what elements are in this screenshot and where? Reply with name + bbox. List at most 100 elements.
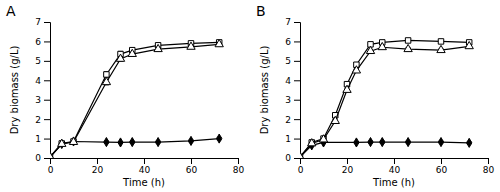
panel: 02040608001234567Time (h)Dry biomass (g/… bbox=[256, 3, 494, 188]
marker bbox=[331, 116, 339, 123]
tick: 60 bbox=[436, 158, 448, 175]
y-axis-title: Dry biomass (g/L) bbox=[9, 46, 20, 135]
marker bbox=[405, 138, 410, 147]
tick-mark bbox=[294, 119, 300, 120]
figure: 02040608001234567Time (h)Dry biomass (g/… bbox=[0, 0, 500, 192]
tick-label: 5 bbox=[35, 56, 41, 66]
line bbox=[300, 40, 469, 157]
tick-mark bbox=[44, 139, 50, 140]
y-axis: 01234567 bbox=[285, 17, 300, 163]
line bbox=[300, 46, 469, 157]
tick: 0 bbox=[298, 158, 304, 175]
tick-mark bbox=[488, 158, 489, 164]
tick: 7 bbox=[285, 17, 300, 27]
marker bbox=[217, 134, 222, 143]
marker bbox=[437, 45, 445, 52]
marker bbox=[104, 72, 109, 77]
tick: 4 bbox=[35, 76, 50, 86]
marker bbox=[58, 139, 66, 146]
y-axis-title: Dry biomass (g/L) bbox=[259, 46, 270, 135]
panel: 02040608001234567Time (h)Dry biomass (g/… bbox=[6, 3, 244, 188]
tick: 80 bbox=[233, 158, 245, 175]
panel-label: A bbox=[6, 3, 16, 19]
marker bbox=[130, 138, 135, 147]
tick: 0 bbox=[285, 153, 300, 163]
marker bbox=[308, 139, 316, 146]
tick-mark bbox=[347, 158, 348, 164]
tick-label: 3 bbox=[35, 95, 41, 105]
tick-mark bbox=[294, 22, 300, 23]
tick-mark bbox=[294, 61, 300, 62]
tick-label: 4 bbox=[285, 76, 291, 86]
series bbox=[300, 38, 472, 158]
tick-label: 2 bbox=[35, 115, 41, 125]
tick: 60 bbox=[186, 158, 198, 175]
marker bbox=[215, 40, 223, 47]
tick: 4 bbox=[285, 76, 300, 86]
marker bbox=[405, 38, 410, 43]
tick-mark bbox=[294, 80, 300, 81]
tick-label: 80 bbox=[483, 165, 495, 175]
tick: 80 bbox=[483, 158, 495, 175]
tick-mark bbox=[294, 139, 300, 140]
tick-label: 60 bbox=[186, 165, 198, 175]
marker bbox=[352, 66, 360, 73]
tick-label: 6 bbox=[285, 37, 291, 47]
marker bbox=[319, 135, 327, 142]
tick-label: 0 bbox=[48, 165, 54, 175]
marker bbox=[187, 42, 195, 49]
tick-mark bbox=[44, 100, 50, 101]
tick-mark bbox=[44, 61, 50, 62]
tick: 3 bbox=[35, 95, 50, 105]
series bbox=[300, 41, 473, 158]
axis-line bbox=[301, 159, 489, 165]
marker bbox=[467, 138, 472, 147]
tick: 1 bbox=[35, 134, 50, 144]
panel-label: B bbox=[256, 3, 266, 19]
tick-label: 40 bbox=[389, 165, 401, 175]
tick-mark bbox=[294, 41, 300, 42]
series bbox=[50, 40, 223, 158]
tick-label: 4 bbox=[35, 76, 41, 86]
marker bbox=[438, 39, 443, 44]
tick-label: 7 bbox=[35, 17, 41, 27]
tick-label: 2 bbox=[285, 115, 291, 125]
tick-label: 3 bbox=[285, 95, 291, 105]
tick-label: 60 bbox=[436, 165, 448, 175]
axis-line bbox=[51, 159, 239, 165]
tick: 2 bbox=[35, 115, 50, 125]
axis-line bbox=[44, 23, 51, 159]
marker bbox=[366, 46, 374, 53]
tick-label: 5 bbox=[285, 56, 291, 66]
line bbox=[50, 44, 219, 157]
tick-mark bbox=[144, 158, 145, 164]
tick: 40 bbox=[389, 158, 401, 175]
tick-label: 0 bbox=[285, 153, 291, 163]
marker bbox=[118, 138, 123, 147]
marker bbox=[155, 138, 160, 147]
series bbox=[50, 40, 222, 158]
tick-mark bbox=[97, 158, 98, 164]
marker bbox=[378, 42, 386, 49]
tick-mark bbox=[44, 22, 50, 23]
tick: 20 bbox=[342, 158, 354, 175]
tick-mark bbox=[44, 119, 50, 120]
marker bbox=[188, 136, 193, 145]
tick-label: 20 bbox=[342, 165, 354, 175]
tick-mark bbox=[441, 158, 442, 164]
tick: 6 bbox=[285, 37, 300, 47]
line bbox=[50, 42, 219, 157]
tick: 0 bbox=[48, 158, 54, 175]
tick-mark bbox=[294, 100, 300, 101]
plot-area bbox=[300, 38, 473, 158]
marker bbox=[465, 41, 473, 48]
x-axis-title: Time (h) bbox=[372, 177, 415, 188]
tick: 40 bbox=[139, 158, 151, 175]
marker bbox=[104, 138, 109, 147]
marker bbox=[343, 85, 351, 92]
marker bbox=[69, 137, 77, 144]
tick-mark bbox=[44, 158, 50, 159]
tick-label: 40 bbox=[139, 165, 151, 175]
tick: 5 bbox=[35, 56, 50, 66]
tick: 7 bbox=[35, 17, 50, 27]
